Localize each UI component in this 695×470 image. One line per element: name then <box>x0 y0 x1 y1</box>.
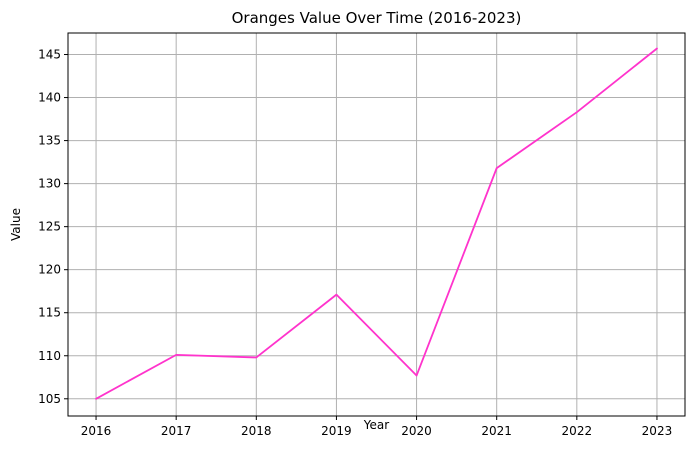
x-tick-label: 2016 <box>81 424 112 438</box>
y-tick-label: 140 <box>38 91 61 105</box>
y-tick-label: 120 <box>38 263 61 277</box>
y-tick-label: 130 <box>38 177 61 191</box>
y-tick-label: 125 <box>38 220 61 234</box>
grid <box>68 33 685 416</box>
y-axis-label: Value <box>9 208 23 241</box>
y-tick-label: 105 <box>38 392 61 406</box>
x-tick-label: 2023 <box>642 424 673 438</box>
plot-frame <box>67 32 686 417</box>
y-tick-label: 145 <box>38 48 61 62</box>
y-tick-label: 110 <box>38 349 61 363</box>
y-tick-label: 115 <box>38 306 61 320</box>
ticks: 2016 2017 2018 2019 2020 2021 2022 2023 105 110 11… <box>38 48 672 438</box>
series-line <box>95 47 658 400</box>
x-tick-label: 2018 <box>241 424 272 438</box>
x-tick-label: 2017 <box>161 424 192 438</box>
y-tick-label: 135 <box>38 134 61 148</box>
series-group <box>95 47 658 400</box>
x-axis-label: Year <box>363 418 389 432</box>
x-tick-label: 2019 <box>321 424 352 438</box>
chart-title: Oranges Value Over Time (2016-2023) <box>232 9 522 27</box>
x-tick-label: 2021 <box>481 424 512 438</box>
x-tick-label: 2020 <box>401 424 432 438</box>
x-tick-label: 2022 <box>562 424 593 438</box>
